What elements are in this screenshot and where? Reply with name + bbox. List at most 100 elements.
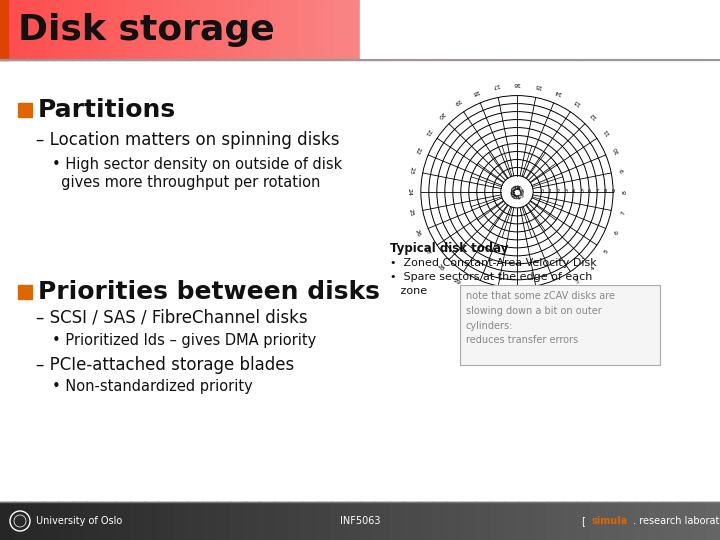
Text: University of Oslo: University of Oslo	[36, 516, 122, 526]
Text: 5: 5	[580, 189, 583, 194]
Text: 12: 12	[509, 183, 518, 191]
Bar	[173, 502, 188, 540]
Text: 28: 28	[436, 264, 445, 273]
Bar	[374, 502, 390, 540]
Bar	[389, 502, 404, 540]
Bar	[153, 0, 163, 60]
Text: 31: 31	[492, 294, 500, 301]
Text: 1: 1	[548, 189, 552, 194]
Bar	[270, 0, 280, 60]
Bar	[513, 0, 523, 60]
Bar	[423, 0, 433, 60]
Bar	[460, 285, 660, 365]
Text: • Non-standardized priority: • Non-standardized priority	[52, 380, 253, 395]
Bar	[518, 502, 534, 540]
Bar	[369, 0, 379, 60]
Bar	[234, 0, 244, 60]
Text: Partitions: Partitions	[38, 98, 176, 122]
Text: Priorities between disks: Priorities between disks	[38, 280, 380, 304]
Text: 5: 5	[521, 190, 526, 193]
Bar	[387, 0, 397, 60]
Text: 24: 24	[406, 188, 411, 195]
Bar	[351, 0, 361, 60]
Bar	[677, 502, 692, 540]
Bar	[72, 0, 82, 60]
Bar	[346, 502, 361, 540]
Bar	[495, 0, 505, 60]
Bar	[540, 0, 550, 60]
Bar	[101, 502, 116, 540]
Bar	[315, 0, 325, 60]
Bar	[230, 502, 246, 540]
Text: 14: 14	[554, 88, 563, 96]
Bar	[418, 502, 433, 540]
Bar	[144, 502, 159, 540]
Text: 0: 0	[540, 189, 544, 194]
Bar	[603, 0, 613, 60]
Bar	[252, 0, 262, 60]
Text: 10: 10	[613, 146, 621, 155]
Bar	[585, 0, 595, 60]
Bar	[432, 502, 447, 540]
Bar	[432, 0, 442, 60]
Bar	[711, 0, 720, 60]
Bar	[405, 0, 415, 60]
Bar	[594, 0, 604, 60]
Text: 27: 27	[423, 247, 431, 256]
Text: 3: 3	[564, 189, 567, 194]
Text: 7: 7	[596, 189, 599, 194]
Bar	[245, 502, 260, 540]
Text: 8: 8	[518, 184, 523, 190]
Bar	[378, 0, 388, 60]
Text: 2: 2	[518, 194, 523, 200]
Bar	[63, 0, 73, 60]
Bar	[605, 502, 620, 540]
Bar	[9, 0, 19, 60]
Text: 2: 2	[556, 288, 561, 295]
Text: 5: 5	[603, 249, 610, 255]
Text: 13: 13	[508, 184, 516, 192]
Bar	[135, 0, 145, 60]
Bar	[639, 0, 649, 60]
Bar	[29, 502, 44, 540]
Bar	[648, 0, 658, 60]
Bar	[0, 502, 15, 540]
Text: • High sector density on outside of disk: • High sector density on outside of disk	[52, 158, 342, 172]
Text: 15: 15	[534, 83, 542, 89]
Bar	[117, 0, 127, 60]
Text: 16: 16	[508, 190, 515, 198]
Bar	[475, 502, 490, 540]
Text: 4: 4	[520, 191, 526, 196]
Text: 13: 13	[572, 98, 582, 106]
Text: 30: 30	[471, 288, 480, 295]
Bar	[612, 0, 622, 60]
Text: 15: 15	[508, 188, 513, 195]
Text: 9: 9	[620, 168, 626, 173]
Bar	[216, 0, 226, 60]
Bar	[202, 502, 217, 540]
Text: 22: 22	[413, 146, 421, 155]
Bar	[243, 0, 253, 60]
Bar	[189, 0, 199, 60]
Text: Typical disk today: Typical disk today	[390, 242, 508, 255]
Bar	[504, 0, 514, 60]
Bar	[693, 0, 703, 60]
Text: 9: 9	[612, 189, 615, 194]
Text: 21: 21	[423, 127, 431, 136]
Bar	[396, 0, 406, 60]
Bar	[619, 502, 634, 540]
Bar	[446, 502, 462, 540]
Bar	[477, 0, 487, 60]
Bar	[43, 502, 58, 540]
Bar	[558, 0, 568, 60]
Bar	[403, 502, 418, 540]
Bar	[675, 0, 685, 60]
Text: 26: 26	[413, 228, 421, 238]
Text: 19: 19	[452, 98, 462, 106]
Bar	[72, 502, 87, 540]
Bar	[666, 0, 676, 60]
Bar	[549, 0, 559, 60]
Bar	[459, 0, 469, 60]
Bar	[216, 502, 231, 540]
Text: 20: 20	[436, 111, 445, 120]
